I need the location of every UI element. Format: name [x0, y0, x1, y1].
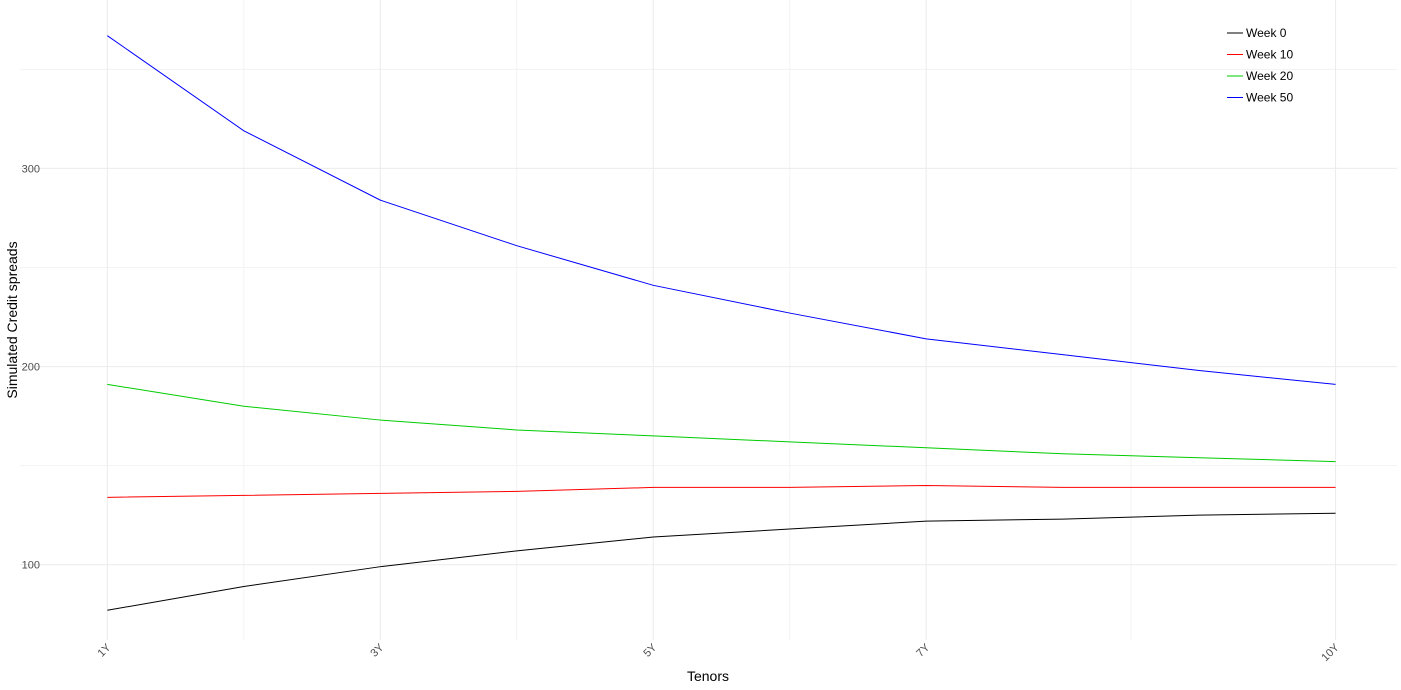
series-line-week-20 — [107, 383, 1336, 463]
x-tick-label: 1Y — [95, 641, 113, 659]
legend-label: Week 20 — [1246, 69, 1293, 83]
y-tick-label: 100 — [22, 560, 40, 572]
y-tick-label: 200 — [22, 362, 40, 374]
gridlines — [20, 0, 1397, 640]
series-line-week-50 — [107, 35, 1336, 385]
series-line-week-0 — [107, 512, 1336, 611]
legend-label: Week 10 — [1246, 48, 1293, 62]
x-tick-label: 7Y — [914, 641, 932, 659]
x-tick-label: 5Y — [641, 641, 659, 659]
y-axis-ticks: 100 200 300 — [22, 163, 40, 571]
x-tick-label: 3Y — [368, 641, 386, 659]
legend-label: Week 50 — [1246, 91, 1293, 105]
x-axis-label: Tenors — [687, 668, 729, 684]
x-tick-label: 10Y — [1319, 641, 1342, 664]
series-lines — [107, 35, 1336, 611]
x-axis-ticks: 1Y 3Y 5Y 7Y 10Y — [95, 641, 1342, 664]
legend-label: Week 0 — [1246, 26, 1287, 40]
y-tick-label: 300 — [22, 163, 40, 175]
series-line-week-10 — [107, 484, 1336, 498]
y-axis-label: Simulated Credit spreads — [4, 241, 20, 398]
legend: Week 0 Week 10 Week 20 Week 50 — [1227, 26, 1293, 105]
